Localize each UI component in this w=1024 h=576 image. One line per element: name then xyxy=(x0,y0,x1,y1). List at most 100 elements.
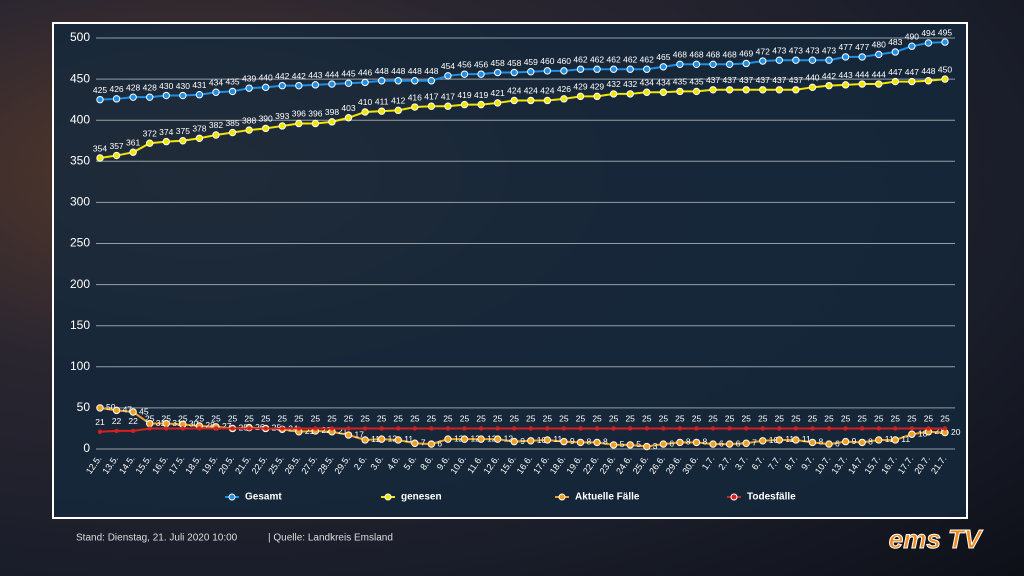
data-point xyxy=(394,77,402,85)
data-point xyxy=(609,441,618,449)
data-point xyxy=(759,437,767,445)
data-point xyxy=(742,439,750,447)
data-label: 25 xyxy=(692,414,702,424)
data-label: 11 xyxy=(404,434,413,444)
data-label: 480 xyxy=(872,40,886,50)
data-point xyxy=(97,429,103,434)
data-label: 25 xyxy=(344,414,354,424)
data-point xyxy=(346,426,351,431)
data-label: 25 xyxy=(460,414,470,424)
data-label: 25 xyxy=(758,414,768,424)
legend-marker xyxy=(228,493,236,501)
data-point xyxy=(112,151,121,160)
data-label: 25 xyxy=(841,414,851,424)
data-point xyxy=(146,139,154,147)
data-point xyxy=(396,426,401,431)
data-point xyxy=(129,408,137,416)
data-point xyxy=(311,81,320,89)
data-point xyxy=(908,77,916,86)
data-point xyxy=(725,440,734,448)
data-point xyxy=(296,426,302,431)
data-label: 25 xyxy=(625,414,635,424)
data-label: 357 xyxy=(109,141,123,151)
y-tick-label: 300 xyxy=(70,195,90,209)
data-label: 456 xyxy=(457,59,471,69)
data-label: 385 xyxy=(225,118,239,128)
data-point xyxy=(280,426,285,431)
data-label: 435 xyxy=(673,77,687,87)
data-label: 25 xyxy=(642,414,652,424)
data-point xyxy=(676,60,684,69)
data-point xyxy=(460,70,469,78)
data-label: 426 xyxy=(109,84,123,94)
data-point xyxy=(694,426,699,431)
data-label: 45 xyxy=(139,406,149,416)
data-label: 9 xyxy=(852,436,857,446)
data-label: 447 xyxy=(905,67,919,77)
data-point xyxy=(676,87,684,96)
legend-label: Gesamt xyxy=(245,492,282,503)
data-point xyxy=(560,67,568,75)
data-point xyxy=(197,426,202,431)
data-label: 428 xyxy=(126,82,140,92)
data-label: 393 xyxy=(275,111,289,121)
data-point xyxy=(362,426,368,431)
data-label: 25 xyxy=(410,414,420,424)
data-point xyxy=(179,137,187,145)
data-label: 468 xyxy=(689,50,703,60)
data-label: 5 xyxy=(636,439,641,449)
data-point xyxy=(212,131,220,139)
data-label: 25 xyxy=(526,414,536,424)
data-label: 21 xyxy=(305,426,315,436)
data-label: 25 xyxy=(476,414,486,424)
data-label: 403 xyxy=(341,103,355,113)
y-tick-label: 150 xyxy=(70,318,90,332)
data-label: 411 xyxy=(375,96,389,106)
data-label: 6 xyxy=(669,438,674,448)
data-point xyxy=(146,93,154,101)
data-label: 25 xyxy=(178,414,188,424)
data-point xyxy=(891,436,899,444)
data-point xyxy=(245,84,253,92)
data-label: 21 xyxy=(338,426,348,436)
data-label: 20 xyxy=(951,427,961,437)
data-label: 442 xyxy=(292,71,306,81)
data-point xyxy=(477,435,485,443)
data-label: 25 xyxy=(443,414,453,424)
data-point xyxy=(710,426,716,431)
data-label: 25 xyxy=(725,414,735,424)
data-label: 417 xyxy=(424,91,438,101)
data-point xyxy=(611,426,616,431)
data-label: 25 xyxy=(824,414,834,424)
data-point xyxy=(180,426,186,431)
data-label: 25 xyxy=(327,414,337,424)
data-point xyxy=(427,77,436,85)
data-point xyxy=(908,42,916,50)
data-label: 25 xyxy=(294,414,304,424)
data-label: 8 xyxy=(702,437,707,447)
data-label: 443 xyxy=(308,70,322,80)
data-point xyxy=(659,88,668,96)
data-point xyxy=(643,442,651,451)
data-label: 435 xyxy=(689,77,703,87)
data-label: 25 xyxy=(543,414,553,424)
data-label: 421 xyxy=(491,88,505,98)
data-label: 11 xyxy=(553,434,562,444)
data-point xyxy=(759,57,767,65)
data-point xyxy=(129,148,137,156)
data-point xyxy=(594,426,600,431)
data-label: 450 xyxy=(938,64,952,74)
data-label: 25 xyxy=(162,414,172,424)
data-label: 448 xyxy=(408,66,422,76)
data-label: 424 xyxy=(507,86,521,96)
data-label: 437 xyxy=(772,75,786,85)
data-label: 483 xyxy=(888,37,902,47)
data-point xyxy=(777,426,782,431)
data-label: 437 xyxy=(706,75,720,85)
data-point xyxy=(493,435,502,443)
data-point xyxy=(344,431,353,439)
data-label: 410 xyxy=(358,97,372,107)
data-point xyxy=(328,118,336,126)
